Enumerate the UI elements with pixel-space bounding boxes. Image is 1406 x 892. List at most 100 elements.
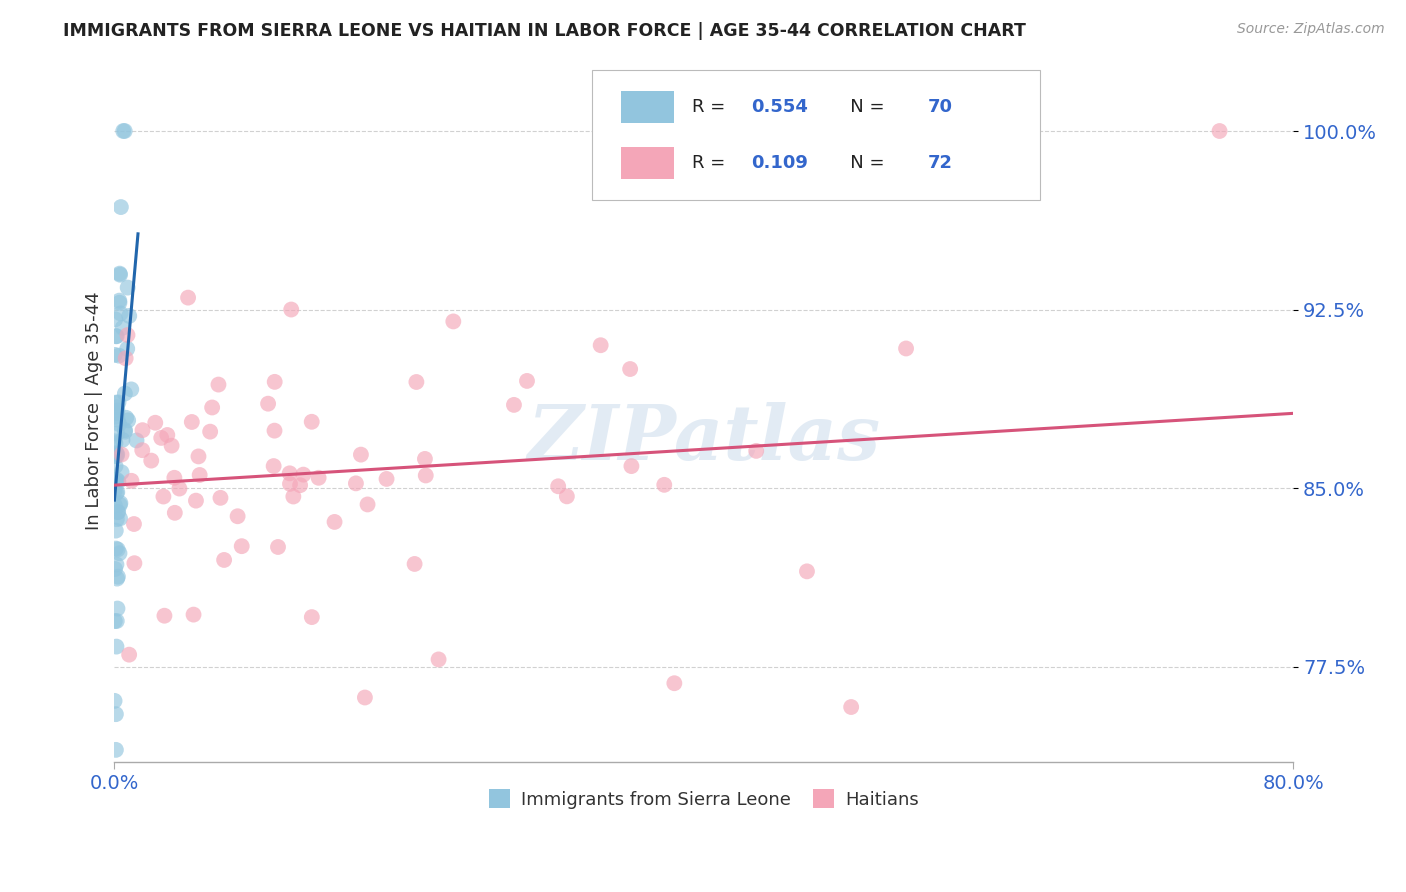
Point [103, 483, 125, 498]
Bar [621, 91, 675, 123]
Point [620, 459, 643, 474]
Point [108, 295, 131, 310]
Point [108, 268, 131, 282]
Text: N =: N = [834, 153, 891, 172]
Point [108, 546, 131, 560]
Point [108, 511, 131, 525]
Point [131, 423, 153, 437]
Point [745, 443, 768, 458]
Point [263, 458, 285, 473]
Point [664, 676, 686, 690]
Point [441, 314, 464, 328]
Point [104, 524, 127, 538]
Text: R =: R = [692, 153, 731, 172]
Point [263, 424, 285, 438]
Point [207, 377, 229, 392]
Point [150, 431, 173, 445]
Text: N =: N = [834, 97, 891, 116]
Point [153, 608, 176, 623]
Text: Source: ZipAtlas.com: Source: ZipAtlas.com [1237, 22, 1385, 37]
Point [104, 541, 127, 556]
Point [267, 540, 290, 554]
Point [108, 498, 131, 512]
Point [107, 542, 129, 557]
Point [122, 516, 145, 531]
Point [107, 570, 129, 584]
Point [107, 475, 129, 489]
Point [301, 610, 323, 624]
Point [184, 493, 207, 508]
Point [112, 124, 135, 138]
Point [105, 475, 128, 489]
Point [103, 694, 125, 708]
Point [111, 433, 134, 447]
Point [308, 471, 330, 485]
Point [183, 607, 205, 622]
Point [107, 505, 129, 519]
Point [354, 690, 377, 705]
Point [188, 467, 211, 482]
Text: IMMIGRANTS FROM SIERRA LEONE VS HAITIAN IN LABOR FORCE | AGE 35-44 CORRELATION C: IMMIGRANTS FROM SIERRA LEONE VS HAITIAN … [63, 22, 1026, 40]
Point [415, 468, 437, 483]
Point [114, 425, 136, 439]
Point [555, 489, 578, 503]
Point [105, 572, 128, 586]
Point [427, 652, 450, 666]
Point [163, 506, 186, 520]
Text: ZIPatlas: ZIPatlas [527, 401, 880, 475]
Point [105, 329, 128, 343]
Point [110, 496, 132, 510]
Point [131, 443, 153, 458]
Point [796, 565, 818, 579]
Point [257, 397, 280, 411]
Point [104, 434, 127, 449]
Point [108, 267, 131, 281]
Point [120, 474, 142, 488]
Point [105, 401, 128, 415]
Point [104, 562, 127, 576]
Point [198, 425, 221, 439]
Point [152, 490, 174, 504]
Point [114, 423, 136, 437]
Point [105, 486, 128, 500]
Point [108, 349, 131, 363]
Point [141, 453, 163, 467]
Point [105, 558, 128, 572]
Point [105, 395, 128, 409]
Point [547, 479, 569, 493]
Point [105, 449, 128, 463]
Point [280, 302, 302, 317]
Bar [621, 147, 675, 179]
Point [350, 448, 373, 462]
Point [105, 426, 128, 441]
Point [187, 450, 209, 464]
Text: 0.554: 0.554 [751, 97, 808, 116]
Point [104, 348, 127, 362]
Point [278, 467, 301, 481]
Point [288, 478, 311, 492]
Point [212, 553, 235, 567]
Point [105, 446, 128, 460]
Point [180, 415, 202, 429]
Point [117, 280, 139, 294]
FancyBboxPatch shape [592, 70, 1040, 200]
Point [104, 436, 127, 450]
Point [110, 448, 132, 462]
Point [107, 601, 129, 615]
Point [104, 614, 127, 628]
Point [107, 395, 129, 409]
Point [118, 648, 141, 662]
Point [104, 409, 127, 424]
Point [405, 375, 427, 389]
Point [114, 386, 136, 401]
Point [619, 362, 641, 376]
Point [105, 614, 128, 628]
Point [110, 306, 132, 320]
Point [114, 124, 136, 138]
Point [104, 329, 127, 343]
Point [110, 466, 132, 480]
Point [115, 342, 138, 356]
Point [323, 515, 346, 529]
Point [169, 482, 191, 496]
Point [117, 328, 139, 343]
